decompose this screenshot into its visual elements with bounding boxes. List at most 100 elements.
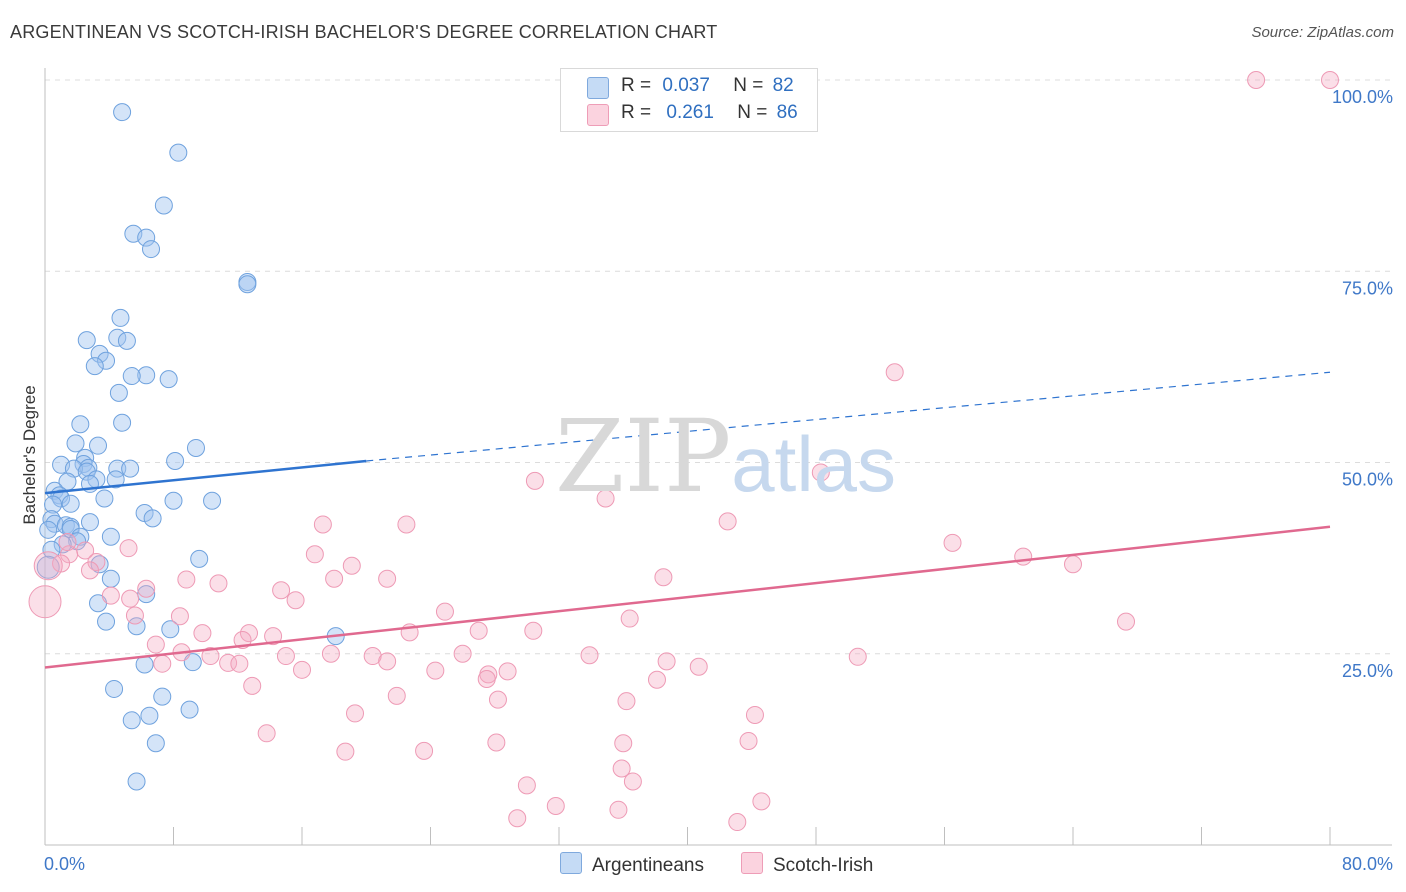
point-scotch-irish	[342, 556, 361, 575]
point-scotch-irish	[1117, 612, 1136, 631]
point-argentineans	[80, 513, 99, 532]
point-scotch-irish	[435, 602, 454, 621]
point-argentineans	[39, 520, 58, 539]
point-argentineans	[36, 555, 60, 579]
point-argentineans	[164, 491, 183, 510]
point-scotch-irish	[612, 759, 631, 778]
point-scotch-irish	[617, 692, 636, 711]
point-scotch-irish	[508, 809, 527, 828]
point-argentineans	[106, 470, 125, 489]
point-scotch-irish	[811, 463, 830, 482]
point-scotch-irish	[654, 568, 673, 587]
point-scotch-irish	[614, 734, 633, 753]
point-scotch-irish	[943, 533, 962, 552]
point-argentineans	[238, 275, 257, 294]
x-tick-label: 0.0%	[44, 854, 85, 874]
trend-line-argentineans	[44, 459, 367, 495]
point-argentineans	[89, 436, 108, 455]
point-argentineans	[44, 495, 63, 514]
point-argentineans	[113, 103, 132, 122]
point-argentineans	[166, 451, 185, 470]
legend-r-value: 0.037	[662, 75, 710, 96]
point-scotch-irish	[1247, 71, 1266, 89]
point-scotch-irish	[453, 644, 472, 663]
point-argentineans	[142, 240, 161, 259]
point-argentineans	[95, 489, 114, 508]
watermark-atlas: atlas	[731, 420, 897, 508]
point-scotch-irish	[426, 661, 445, 680]
point-argentineans	[117, 331, 136, 350]
point-scotch-irish	[28, 585, 62, 619]
point-argentineans	[121, 459, 140, 478]
point-scotch-irish	[378, 569, 397, 588]
point-argentineans	[180, 700, 199, 719]
point-scotch-irish	[121, 589, 140, 608]
watermark-zip: ZIP	[555, 398, 732, 515]
point-scotch-irish	[848, 647, 867, 666]
chart-source: Source: ZipAtlas.com	[1251, 24, 1394, 41]
point-scotch-irish	[33, 551, 63, 581]
point-argentineans	[154, 196, 173, 215]
point-scotch-irish	[718, 512, 737, 531]
point-argentineans	[76, 448, 95, 467]
y-tick-label: 75.0%	[1342, 278, 1393, 298]
point-scotch-irish	[336, 742, 355, 761]
point-argentineans	[101, 569, 120, 588]
point-scotch-irish	[1014, 547, 1033, 566]
point-argentineans	[143, 509, 162, 528]
point-scotch-irish	[517, 776, 536, 795]
point-scotch-irish	[752, 792, 771, 811]
point-scotch-irish	[346, 704, 365, 723]
legend-swatch-scotch-irish	[587, 104, 609, 126]
legend-r-value: 0.261	[666, 102, 714, 123]
point-argentineans	[97, 612, 116, 631]
point-scotch-irish	[488, 690, 507, 709]
correlation-legend: R = 0.037 N = 82 R = 0.261 N = 86	[560, 68, 818, 132]
y-tick-label: 100.0%	[1332, 87, 1393, 107]
point-scotch-irish	[647, 670, 666, 689]
point-argentineans	[105, 679, 124, 698]
point-scotch-irish	[153, 654, 172, 673]
point-scotch-irish	[596, 489, 615, 508]
legend-item-argentineans: Argentineans	[560, 852, 704, 876]
point-scotch-irish	[230, 654, 249, 673]
point-scotch-irish	[728, 813, 747, 832]
point-scotch-irish	[286, 591, 305, 610]
legend-label-argentineans: Argentineans	[592, 855, 704, 876]
point-scotch-irish	[524, 621, 543, 640]
point-argentineans	[90, 555, 109, 574]
point-scotch-irish	[125, 606, 144, 625]
point-scotch-irish	[885, 363, 904, 382]
point-scotch-irish	[313, 515, 332, 534]
zipatlas-watermark: ZIPatlas	[555, 398, 896, 515]
legend-r-label: R =	[621, 102, 652, 123]
point-scotch-irish	[378, 652, 397, 671]
point-argentineans	[159, 370, 178, 389]
point-scotch-irish	[657, 652, 676, 671]
point-argentineans	[61, 494, 80, 513]
point-scotch-irish	[387, 686, 406, 705]
point-scotch-irish	[1321, 71, 1339, 89]
point-scotch-irish	[80, 561, 99, 580]
point-scotch-irish	[193, 624, 212, 643]
point-scotch-irish	[201, 647, 220, 666]
y-axis-label: Bachelor's Degree	[20, 385, 39, 525]
point-argentineans	[111, 308, 130, 327]
point-argentineans	[140, 706, 159, 725]
point-argentineans	[137, 228, 156, 247]
point-argentineans	[97, 351, 116, 370]
point-argentineans	[190, 549, 209, 568]
point-argentineans	[127, 772, 146, 791]
point-argentineans	[146, 734, 165, 753]
point-scotch-irish	[397, 515, 416, 534]
legend-label-scotch-irish: Scotch-Irish	[773, 855, 874, 876]
point-scotch-irish	[321, 644, 340, 663]
point-argentineans	[66, 434, 85, 453]
point-argentineans	[71, 415, 90, 434]
point-argentineans	[108, 328, 127, 347]
point-argentineans	[186, 438, 205, 457]
point-argentineans	[122, 367, 141, 386]
point-scotch-irish	[477, 669, 496, 688]
point-argentineans	[85, 357, 104, 376]
